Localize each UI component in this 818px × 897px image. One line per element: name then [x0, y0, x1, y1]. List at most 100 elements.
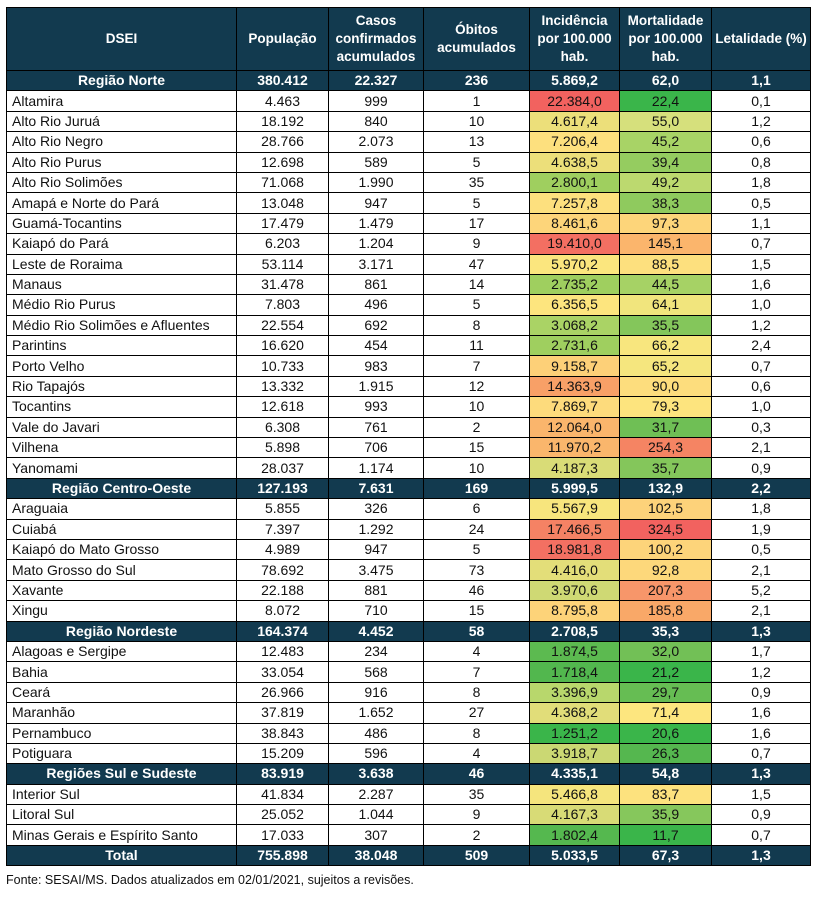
cell-lethality: 1,2: [711, 661, 811, 683]
cell-lethality: 1,6: [711, 273, 811, 296]
table-row: Altamira 4.463 999 1 22.384,0 22,4 0,1: [6, 90, 811, 112]
region-row: Região Norte 380.412 22.327 236 5.869,2 62,0 1…: [6, 69, 811, 92]
cell-deaths: 5: [423, 294, 530, 316]
header-row: DSEI População Casos confirmados acumula…: [6, 7, 811, 71]
cell-mortality: 55,0: [619, 110, 712, 133]
cell-incidence: 5.466,8: [529, 783, 620, 806]
cell-mortality: 83,7: [619, 783, 712, 806]
cell-population: 17.479: [236, 212, 329, 235]
table-row: Vilhena 5.898 706 15 11.970,2 254,3 2,1: [6, 437, 811, 459]
cell-deaths: 24: [423, 518, 530, 540]
cell-deaths: 5: [423, 538, 530, 561]
cell-mortality: 66,2: [619, 335, 712, 357]
table-row: Ceará 26.966 916 8 3.396,9 29,7 0,9: [6, 681, 811, 704]
cell-name: Médio Rio Solimões e Afluentes: [6, 314, 237, 337]
cell-lethality: 0,7: [711, 742, 811, 765]
table-body: Região Norte 380.412 22.327 236 5.869,2 62,0 1…: [6, 69, 811, 867]
cell-cases: 3.638: [328, 763, 424, 785]
cell-lethality: 1,9: [711, 518, 811, 540]
cell-name: Leste de Roraima: [6, 253, 237, 275]
cell-incidence: 5.869,2: [529, 69, 620, 92]
cell-population: 71.068: [236, 171, 329, 194]
cell-name: Ceará: [6, 681, 237, 704]
cell-deaths: 27: [423, 702, 530, 724]
cell-name: Regiões Sul e Sudeste: [6, 763, 237, 785]
table-row: Alto Rio Negro 28.766 2.073 13 7.206,4 45,2 0,…: [6, 131, 811, 153]
table-row: Alagoas e Sergipe 12.483 234 4 1.874,5 32,0 1,…: [6, 640, 811, 663]
cell-cases: 1.174: [328, 457, 424, 479]
cell-population: 25.052: [236, 804, 329, 826]
cell-population: 22.554: [236, 314, 329, 337]
cell-deaths: 4: [423, 640, 530, 663]
cell-deaths: 12: [423, 375, 530, 398]
cell-deaths: 8: [423, 681, 530, 704]
cell-cases: 1.652: [328, 702, 424, 724]
cell-lethality: 1,2: [711, 314, 811, 337]
cell-population: 7.397: [236, 518, 329, 540]
cell-name: Potiguara: [6, 742, 237, 765]
cell-lethality: 2,1: [711, 600, 811, 622]
cell-cases: 1.204: [328, 233, 424, 255]
cell-deaths: 15: [423, 600, 530, 622]
cell-population: 380.412: [236, 69, 329, 92]
cell-mortality: 97,3: [619, 212, 712, 235]
cell-incidence: 2.708,5: [529, 620, 620, 642]
cell-incidence: 3.970,6: [529, 579, 620, 602]
cell-lethality: 1,1: [711, 212, 811, 235]
cell-deaths: 7: [423, 661, 530, 683]
cell-deaths: 46: [423, 763, 530, 785]
cell-mortality: 32,0: [619, 640, 712, 663]
cell-cases: 486: [328, 722, 424, 744]
cell-mortality: 35,7: [619, 457, 712, 479]
cell-population: 28.766: [236, 131, 329, 153]
cell-population: 164.374: [236, 620, 329, 642]
cell-mortality: 54,8: [619, 763, 712, 785]
cell-deaths: 509: [423, 844, 530, 867]
cell-deaths: 6: [423, 498, 530, 520]
cell-lethality: 1,0: [711, 294, 811, 316]
cell-lethality: 0,3: [711, 416, 811, 439]
cell-deaths: 8: [423, 722, 530, 744]
cell-deaths: 14: [423, 273, 530, 296]
cell-mortality: 31,7: [619, 416, 712, 439]
cell-deaths: 35: [423, 783, 530, 806]
cell-cases: 706: [328, 437, 424, 459]
cell-population: 12.618: [236, 396, 329, 418]
cell-population: 10.733: [236, 355, 329, 377]
cell-deaths: 10: [423, 110, 530, 133]
cell-deaths: 46: [423, 579, 530, 602]
table-row: Guamá-Tocantins 17.479 1.479 17 8.461,6 97,3 1…: [6, 212, 811, 235]
cell-incidence: 19.410,0: [529, 233, 620, 255]
cell-mortality: 65,2: [619, 355, 712, 377]
cell-population: 6.203: [236, 233, 329, 255]
cell-name: Total: [6, 844, 237, 867]
table-row: Interior Sul 41.834 2.287 35 5.466,8 83,7 1,5: [6, 783, 811, 806]
table-row: Yanomami 28.037 1.174 10 4.187,3 35,7 0,9: [6, 457, 811, 479]
cell-name: Tocantins: [6, 396, 237, 418]
cell-lethality: 1,5: [711, 253, 811, 275]
table-row: Kaiapó do Mato Grosso 4.989 947 5 18.981,8 10…: [6, 538, 811, 561]
cell-deaths: 2: [423, 416, 530, 439]
cell-deaths: 7: [423, 355, 530, 377]
cell-name: Alto Rio Solimões: [6, 171, 237, 194]
cell-incidence: 1.251,2: [529, 722, 620, 744]
cell-lethality: 0,9: [711, 804, 811, 826]
cell-deaths: 2: [423, 824, 530, 846]
cell-population: 53.114: [236, 253, 329, 275]
cell-cases: 38.048: [328, 844, 424, 867]
cell-mortality: 90,0: [619, 375, 712, 398]
cell-mortality: 21,2: [619, 661, 712, 683]
cell-incidence: 5.567,9: [529, 498, 620, 520]
cell-deaths: 8: [423, 314, 530, 337]
cell-deaths: 73: [423, 559, 530, 581]
cell-lethality: 0,1: [711, 90, 811, 112]
table-row: Alto Rio Solimões 71.068 1.990 35 2.800,1 49,…: [6, 171, 811, 194]
cell-population: 6.308: [236, 416, 329, 439]
cell-population: 33.054: [236, 661, 329, 683]
cell-cases: 916: [328, 681, 424, 704]
cell-mortality: 324,5: [619, 518, 712, 540]
cell-deaths: 1: [423, 90, 530, 112]
cell-mortality: 132,9: [619, 477, 712, 500]
cell-deaths: 58: [423, 620, 530, 642]
table-row: Médio Rio Purus 7.803 496 5 6.356,5 64,1 1,0: [6, 294, 811, 316]
